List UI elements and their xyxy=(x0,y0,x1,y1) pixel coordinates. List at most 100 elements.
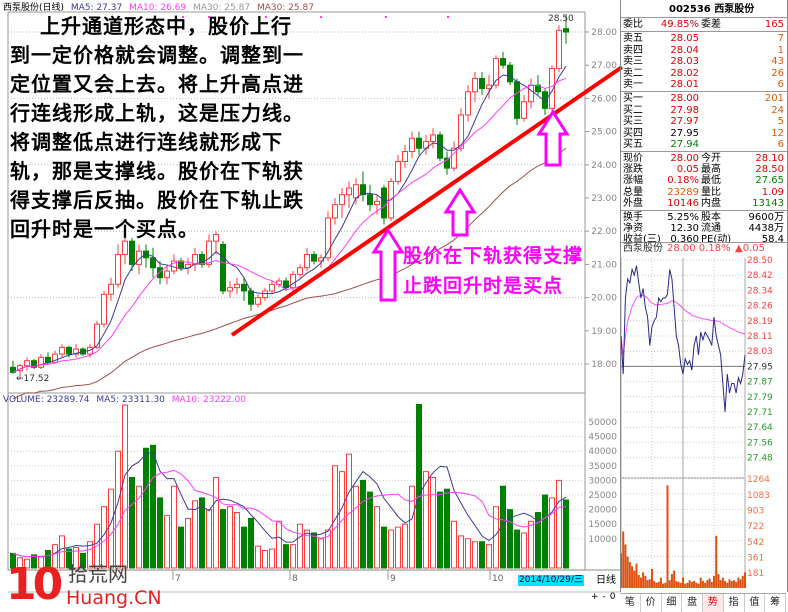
zoom-out-button[interactable]: - xyxy=(602,592,606,602)
candle xyxy=(38,354,44,369)
candle-body xyxy=(458,114,464,149)
candle xyxy=(395,154,401,185)
candle-body xyxy=(360,184,366,196)
period-label[interactable]: 日线 xyxy=(596,575,616,586)
volume-bar xyxy=(521,532,527,569)
volume-bar xyxy=(150,444,156,569)
intraday-volume-bar xyxy=(686,582,689,588)
volume-bar xyxy=(262,549,268,569)
candle xyxy=(206,234,212,268)
price-axis-label: 18.00 xyxy=(591,360,617,370)
intraday-price-label: 27.48 xyxy=(747,454,773,464)
candle-body xyxy=(556,29,562,70)
volume-bar xyxy=(164,514,170,569)
candle xyxy=(437,131,443,162)
intraday-volume-bar xyxy=(635,563,638,588)
intraday-volume-bar xyxy=(724,581,727,588)
candle xyxy=(423,134,429,155)
candle-body xyxy=(430,134,436,143)
zoom-in-button[interactable]: + xyxy=(591,592,599,602)
candle-body xyxy=(129,240,135,265)
candle xyxy=(402,144,408,169)
month-label: 8 xyxy=(292,574,298,584)
ask-price: 28.04 xyxy=(670,44,699,56)
intraday-volume-bar xyxy=(717,574,720,588)
candle xyxy=(339,188,345,218)
tab-势[interactable]: 势 xyxy=(703,594,724,612)
candle-body xyxy=(122,240,128,255)
volume-bar xyxy=(31,554,37,569)
intraday-volume-bar xyxy=(648,579,651,588)
candle-body xyxy=(157,267,163,279)
annotation-line: 轨，那是支撑线。股价在下轨获 xyxy=(10,159,304,183)
volume-bar xyxy=(108,488,114,569)
divider xyxy=(621,91,787,92)
candle xyxy=(360,171,366,202)
candle xyxy=(563,15,569,44)
annotation-line: 到一定价格就会调整。调整到一 xyxy=(10,43,304,67)
intraday-price-label: 28.11 xyxy=(747,332,773,342)
weibi-label: 委比 xyxy=(623,19,643,30)
candle-body xyxy=(381,187,387,219)
volume-bar xyxy=(528,520,534,569)
candle xyxy=(31,359,37,369)
candle xyxy=(451,141,457,172)
volume-bar xyxy=(136,485,142,569)
intraday-volume-bar xyxy=(730,581,733,588)
tab-价[interactable]: 价 xyxy=(641,594,662,612)
stat-row: 总量 23289 量比 1.09 xyxy=(621,187,787,198)
candle xyxy=(514,78,520,125)
fund-value: 0.360 xyxy=(670,234,699,246)
divider xyxy=(621,151,787,152)
candle-body xyxy=(248,290,254,305)
stat-label: 总量 xyxy=(623,186,643,198)
stat-value: 23289 xyxy=(667,186,699,198)
tab-笔[interactable]: 笔 xyxy=(620,594,641,612)
candle xyxy=(346,181,352,208)
tab-细[interactable]: 细 xyxy=(662,594,683,612)
candle-body xyxy=(192,253,198,265)
volume-bar xyxy=(556,479,562,569)
ask-qty: 6 xyxy=(777,79,784,90)
signal-dot xyxy=(182,16,184,18)
stat-value: 28.00 xyxy=(670,153,699,164)
tab-筹[interactable]: 筹 xyxy=(765,594,786,612)
reset-button[interactable]: 0 xyxy=(609,592,616,602)
intraday-volume-bar xyxy=(626,556,629,588)
ask-row: 卖四 28.04 1 xyxy=(621,45,787,56)
tab-指[interactable]: 指 xyxy=(724,594,745,612)
stat-label: 涨跌 xyxy=(623,164,643,176)
candle-body xyxy=(332,204,338,219)
tab-盘[interactable]: 盘 xyxy=(682,594,703,612)
intraday-price-label: 27.64 xyxy=(747,423,773,433)
intraday-volume-label: 1264 xyxy=(747,475,770,485)
candle-body xyxy=(66,346,72,355)
intraday-price-label: 28.50 xyxy=(747,256,773,266)
intraday-title: 西泵股份 28.00 0.18% ▲0.05 xyxy=(621,243,787,254)
candle xyxy=(59,344,65,358)
intraday-volume-bar xyxy=(688,580,691,588)
divider xyxy=(621,242,787,243)
candle xyxy=(199,251,205,268)
intraday-volume-label: 361 xyxy=(747,554,764,564)
zoom-controls: + - 0 xyxy=(591,592,616,603)
annotation-line: 回升时是一个买点。 xyxy=(10,217,199,241)
price-axis-label: 20.00 xyxy=(591,294,617,304)
bid-label: 买五 xyxy=(623,139,643,150)
volume-axis-label: 25000 xyxy=(588,491,617,501)
logo-site-cn: 拾荒网 xyxy=(68,562,128,586)
volume-bar xyxy=(185,517,191,569)
volume-bar xyxy=(129,476,135,569)
intraday-price-label: 27.95 xyxy=(747,362,773,372)
stat-value: 28.10 xyxy=(755,153,784,164)
tab-值[interactable]: 值 xyxy=(745,594,766,612)
signal-dot xyxy=(385,16,387,18)
candle xyxy=(465,85,471,122)
candle xyxy=(234,277,240,295)
volume-bar xyxy=(325,529,331,569)
annotation-line: 上升通道形态中，股价上行 xyxy=(40,14,292,38)
intraday-volume-bar xyxy=(633,570,636,588)
volume-bar xyxy=(346,453,352,569)
intraday-volume-bar xyxy=(719,580,722,588)
